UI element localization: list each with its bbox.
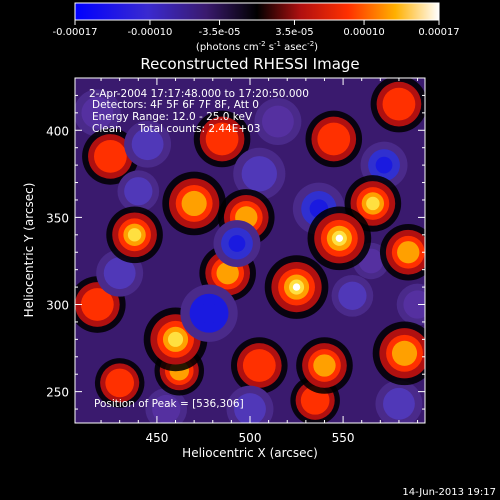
y-tick-label: 400 [46,124,69,138]
annotation-clean-counts: Clean Total counts: 2.44E+03 [92,123,261,135]
heatmap-source [296,337,353,394]
heatmap-trough [145,388,188,423]
y-axis-label: Heliocentric Y (arcsec) [22,183,36,318]
heatmap-source [193,110,251,168]
heatmap-source [370,78,425,133]
heatmap-source [307,206,372,271]
footer-date: 14-Jun-2013 19:17 [402,487,496,498]
heatmap-source [82,128,139,185]
chart-title: Reconstructed RHESSI Image [140,55,359,73]
heatmap-source [162,171,226,236]
heatmap-source [372,321,425,386]
colorbar [74,2,440,21]
colorbar-tick-label: 3.5e-05 [275,27,313,38]
heatmap-trough [117,170,160,213]
heatmap-source [264,255,329,319]
colorbar-ticks: -0.00017 -0.00010 -3.5e-05 3.5e-05 0.00010 0.… [53,20,460,38]
heatmap-trough [124,120,172,168]
heatmap-source [94,358,145,408]
axis-ticks: 450 500 550 250 300 350 400 [46,78,425,445]
heatmap-trough [375,380,423,423]
heatmap-trough [75,89,121,137]
colorbar-tick-label: -3.5e-05 [199,27,241,38]
heatmap-source [305,110,363,168]
x-tick-label: 450 [145,431,168,445]
heatmap-trough [396,283,425,326]
colorbar-tick-label: -0.00017 [53,27,98,38]
y-tick-label: 300 [46,299,69,313]
heatmap-trough [331,274,374,317]
heatmap-trough [254,98,302,146]
x-tick-label: 550 [332,431,355,445]
heatmap-source [231,337,288,394]
annotation-detectors: Detectors: 4F 5F 6F 7F 8F, Att 0 [92,99,259,111]
annotation-peak-position: Position of Peak = [536,306] [94,398,244,410]
heatmap-source [379,223,425,281]
heatmap-trough [226,385,274,423]
y-tick-label: 350 [46,211,69,225]
heatmap-trough [213,220,261,267]
y-tick-label: 250 [46,386,69,400]
annotation-time-range: 2-Apr-2004 17:17:48.000 to 17:20:50.000 [89,88,309,100]
colorbar-unit-label: (photons cm-2 s-1 asec-2) [196,40,318,53]
colorbar-tick-label: 0.00017 [418,27,459,38]
heatmap-source [106,206,163,264]
x-axis-label: Heliocentric X (arcsec) [182,446,318,460]
colorbar-tick-label: -0.00010 [127,27,172,38]
annotation-energy-range: Energy Range: 12.0 - 25.0 keV [92,111,253,123]
heatmap-trough [180,284,238,342]
heatmap-trough [233,147,286,200]
heatmap [75,78,425,423]
colorbar-tick-label: 0.00010 [343,27,384,38]
x-tick-label: 500 [239,431,262,445]
